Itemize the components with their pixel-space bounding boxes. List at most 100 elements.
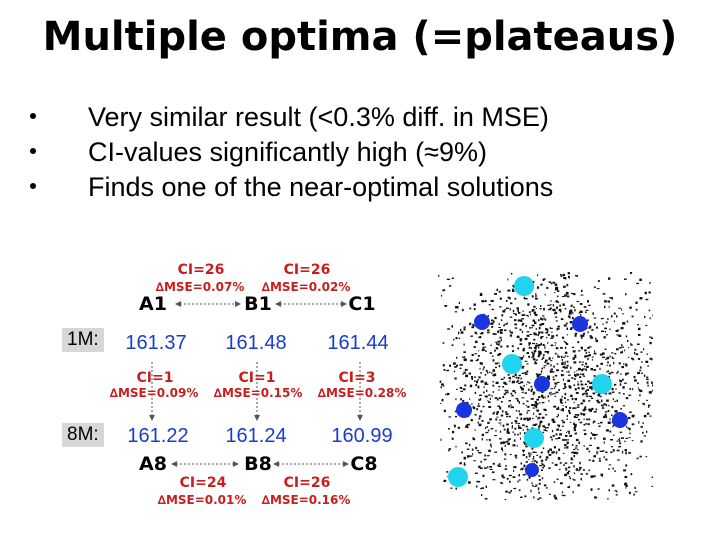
data-point <box>508 297 511 300</box>
data-point <box>498 323 500 325</box>
data-point <box>620 351 623 354</box>
data-point <box>596 451 599 453</box>
value-c1: 161.44 <box>327 332 389 354</box>
data-point <box>522 429 524 431</box>
data-point <box>611 352 614 354</box>
data-point <box>481 300 485 303</box>
value-a1: 161.37 <box>125 332 187 354</box>
data-point <box>537 274 539 277</box>
data-point <box>602 352 605 355</box>
data-point <box>535 415 538 417</box>
data-point <box>460 328 462 332</box>
data-point <box>504 453 507 456</box>
data-point <box>538 497 542 499</box>
data-point <box>506 300 508 302</box>
data-point <box>608 489 610 492</box>
data-point <box>608 277 611 280</box>
data-point <box>589 395 592 397</box>
data-point <box>470 418 473 422</box>
slide-title: Multiple optima (=plateaus) <box>42 14 678 60</box>
data-point <box>611 297 613 300</box>
data-point <box>469 384 473 388</box>
data-point <box>498 422 502 424</box>
data-point <box>516 335 520 338</box>
data-point <box>576 406 580 408</box>
link-mse-a1-a8: ∆MSE=0.09% <box>109 386 199 400</box>
data-point <box>610 446 613 448</box>
data-point <box>577 367 581 371</box>
centroid-marker <box>502 354 522 374</box>
data-point <box>554 352 557 355</box>
data-point <box>484 381 488 383</box>
data-point <box>510 404 512 406</box>
data-point <box>518 410 520 413</box>
data-point <box>533 496 535 499</box>
data-point <box>611 391 615 393</box>
data-point <box>524 443 527 445</box>
data-point <box>564 439 567 441</box>
data-point <box>574 334 577 337</box>
data-point <box>589 386 592 389</box>
data-point <box>545 329 549 331</box>
data-point <box>505 464 507 467</box>
data-point <box>574 375 577 377</box>
data-point <box>558 308 562 311</box>
data-point <box>599 395 602 398</box>
data-point <box>477 355 480 357</box>
data-point <box>603 456 606 458</box>
node-a8: A8 <box>139 453 167 475</box>
data-point <box>586 447 589 450</box>
data-point <box>439 380 442 383</box>
data-point <box>500 481 502 484</box>
data-point <box>583 400 585 402</box>
data-point <box>497 354 501 356</box>
data-point <box>564 462 568 464</box>
data-point <box>523 417 526 421</box>
data-point <box>518 374 521 377</box>
data-point <box>543 464 545 467</box>
data-point <box>487 421 490 424</box>
data-point <box>554 312 556 315</box>
data-point <box>610 451 613 453</box>
data-point <box>476 450 479 452</box>
data-point <box>551 462 554 464</box>
data-point <box>575 438 579 442</box>
data-point <box>555 433 558 436</box>
data-point <box>546 362 550 365</box>
data-point <box>555 499 558 500</box>
data-point <box>470 335 473 337</box>
data-point <box>547 375 550 378</box>
data-point <box>474 414 477 416</box>
data-point <box>526 478 529 481</box>
data-point <box>612 398 614 401</box>
data-point <box>487 329 490 332</box>
data-point <box>456 356 458 359</box>
data-point <box>651 389 653 392</box>
data-point <box>646 376 649 379</box>
data-point <box>568 411 571 415</box>
data-point <box>518 489 521 492</box>
data-point <box>489 466 492 468</box>
data-point <box>503 393 506 396</box>
data-point <box>517 480 519 483</box>
data-point <box>516 417 518 419</box>
data-point <box>458 337 461 339</box>
data-point <box>478 336 481 338</box>
data-point <box>573 465 575 468</box>
data-point <box>573 454 576 458</box>
data-point <box>623 382 627 384</box>
data-point <box>628 416 630 418</box>
data-point <box>573 472 576 475</box>
data-point <box>564 386 567 388</box>
data-point <box>557 301 560 303</box>
data-point <box>505 490 508 493</box>
data-point <box>564 473 567 477</box>
data-point <box>607 361 609 364</box>
data-point <box>560 409 563 411</box>
data-point <box>618 392 621 394</box>
data-point <box>557 327 559 330</box>
data-point <box>471 378 473 380</box>
data-point <box>619 379 621 382</box>
data-point <box>495 430 497 432</box>
data-point <box>494 333 497 335</box>
